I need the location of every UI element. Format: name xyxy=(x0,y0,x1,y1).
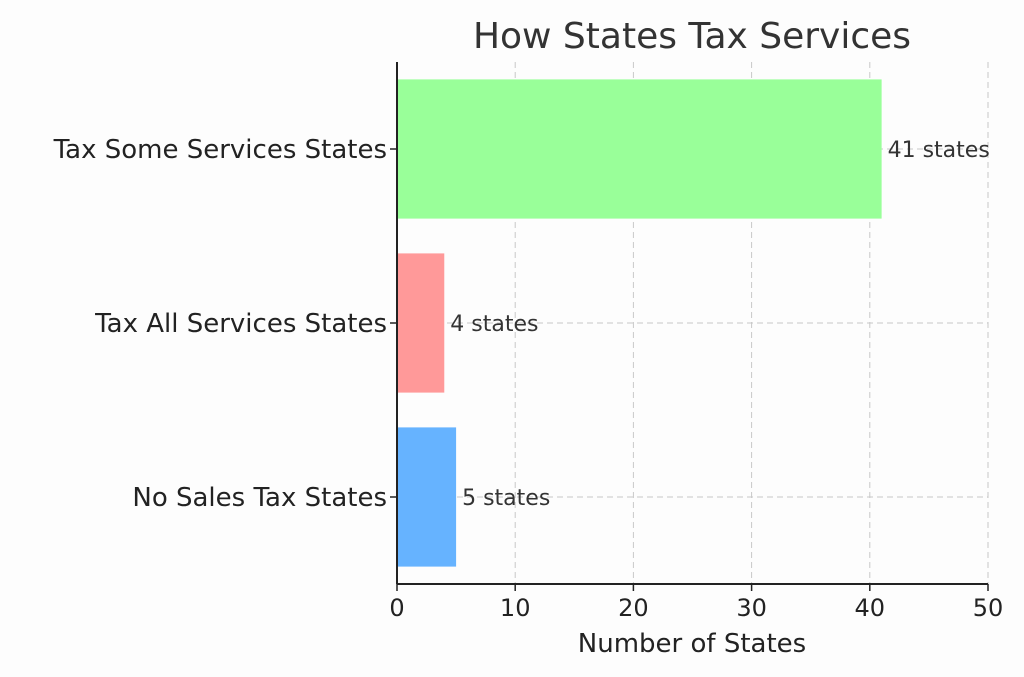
category-label-2: Tax Some Services States xyxy=(53,135,387,165)
axes xyxy=(390,62,989,591)
x-tick-label-3: 30 xyxy=(736,594,767,622)
labels: 0 10 20 30 40 50 No Sales Tax States Tax All Se… xyxy=(53,135,1004,622)
bars xyxy=(397,79,882,567)
x-tick-label-4: 40 xyxy=(855,594,886,622)
data-label-2: 41 states xyxy=(888,138,990,163)
category-label-1: Tax All Services States xyxy=(94,309,387,339)
x-tick-label-1: 10 xyxy=(500,594,531,622)
bar-2 xyxy=(397,79,882,219)
x-tick-label-2: 20 xyxy=(618,594,649,622)
x-axis-label: Number of States xyxy=(578,629,806,659)
x-tick-label-5: 50 xyxy=(973,594,1004,622)
chart-title: How States Tax Services xyxy=(473,16,911,57)
category-label-0: No Sales Tax States xyxy=(132,483,387,513)
grid-lines xyxy=(397,62,989,584)
bar-1 xyxy=(397,253,445,393)
data-label-0: 5 states xyxy=(462,486,550,511)
x-tick-label-0: 0 xyxy=(389,594,404,622)
data-label-1: 4 states xyxy=(450,312,538,337)
bar-0 xyxy=(397,427,457,567)
